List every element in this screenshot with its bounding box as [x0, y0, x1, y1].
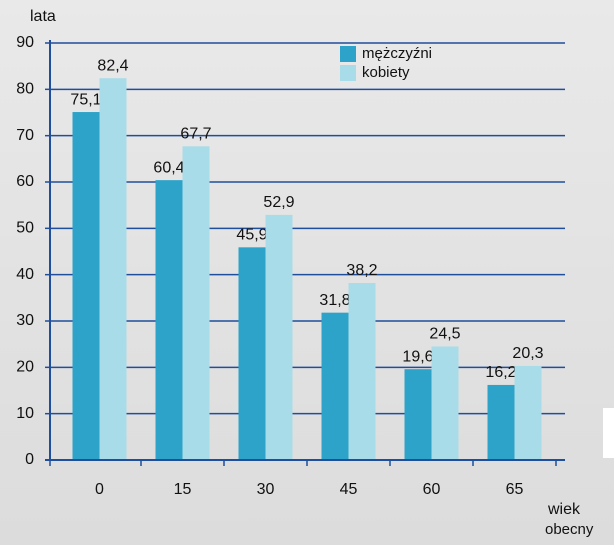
y-tick-label: 30 — [16, 312, 34, 329]
x-tick-label: 0 — [95, 481, 104, 498]
x-axis-label: obecny — [545, 521, 594, 538]
data-label: 82,4 — [97, 57, 128, 74]
bar — [72, 112, 100, 460]
bar — [265, 214, 293, 460]
x-tick-label: 15 — [174, 481, 192, 498]
x-tick-label: 45 — [340, 481, 358, 498]
data-label: 67,7 — [180, 126, 211, 143]
bar — [348, 283, 376, 460]
bar — [431, 346, 459, 460]
data-label: 31,8 — [319, 292, 350, 309]
data-label: 45,9 — [236, 227, 267, 244]
data-label: 20,3 — [512, 345, 543, 362]
bar — [321, 312, 349, 460]
y-tick-label: 70 — [16, 127, 34, 144]
y-axis-label: lata — [30, 8, 56, 25]
bar — [99, 78, 127, 461]
bar — [487, 384, 515, 460]
bar — [514, 365, 542, 460]
y-tick-label: 80 — [16, 81, 34, 98]
legend-swatch — [340, 65, 356, 81]
x-tick-label: 30 — [257, 481, 275, 498]
data-label: 19,6 — [402, 348, 433, 365]
data-label: 38,2 — [346, 262, 377, 279]
x-tick-label: 60 — [423, 481, 441, 498]
data-label: 60,4 — [153, 159, 184, 176]
y-tick-label: 0 — [25, 451, 34, 468]
legend-swatch — [340, 46, 356, 62]
bar — [238, 247, 266, 460]
x-tick-label: 65 — [506, 481, 524, 498]
y-tick-label: 50 — [16, 220, 34, 237]
bar — [404, 369, 432, 460]
x-axis-label: wiek — [547, 501, 581, 518]
legend: mężczyźni kobiety — [340, 45, 432, 81]
data-label: 52,9 — [263, 194, 294, 211]
y-tick-label: 20 — [16, 359, 34, 376]
legend-label: mężczyźni — [362, 45, 432, 62]
y-tick-label: 90 — [16, 34, 34, 51]
y-tick-label: 60 — [16, 173, 34, 190]
legend-label: kobiety — [362, 64, 410, 81]
bar — [182, 146, 210, 460]
bar — [155, 180, 183, 460]
data-label: 24,5 — [429, 326, 460, 343]
y-tick-label: 10 — [16, 405, 34, 422]
data-label: 75,1 — [70, 91, 101, 108]
y-tick-label: 40 — [16, 266, 34, 283]
data-label: 16,2 — [485, 364, 516, 381]
decoration — [603, 408, 614, 458]
